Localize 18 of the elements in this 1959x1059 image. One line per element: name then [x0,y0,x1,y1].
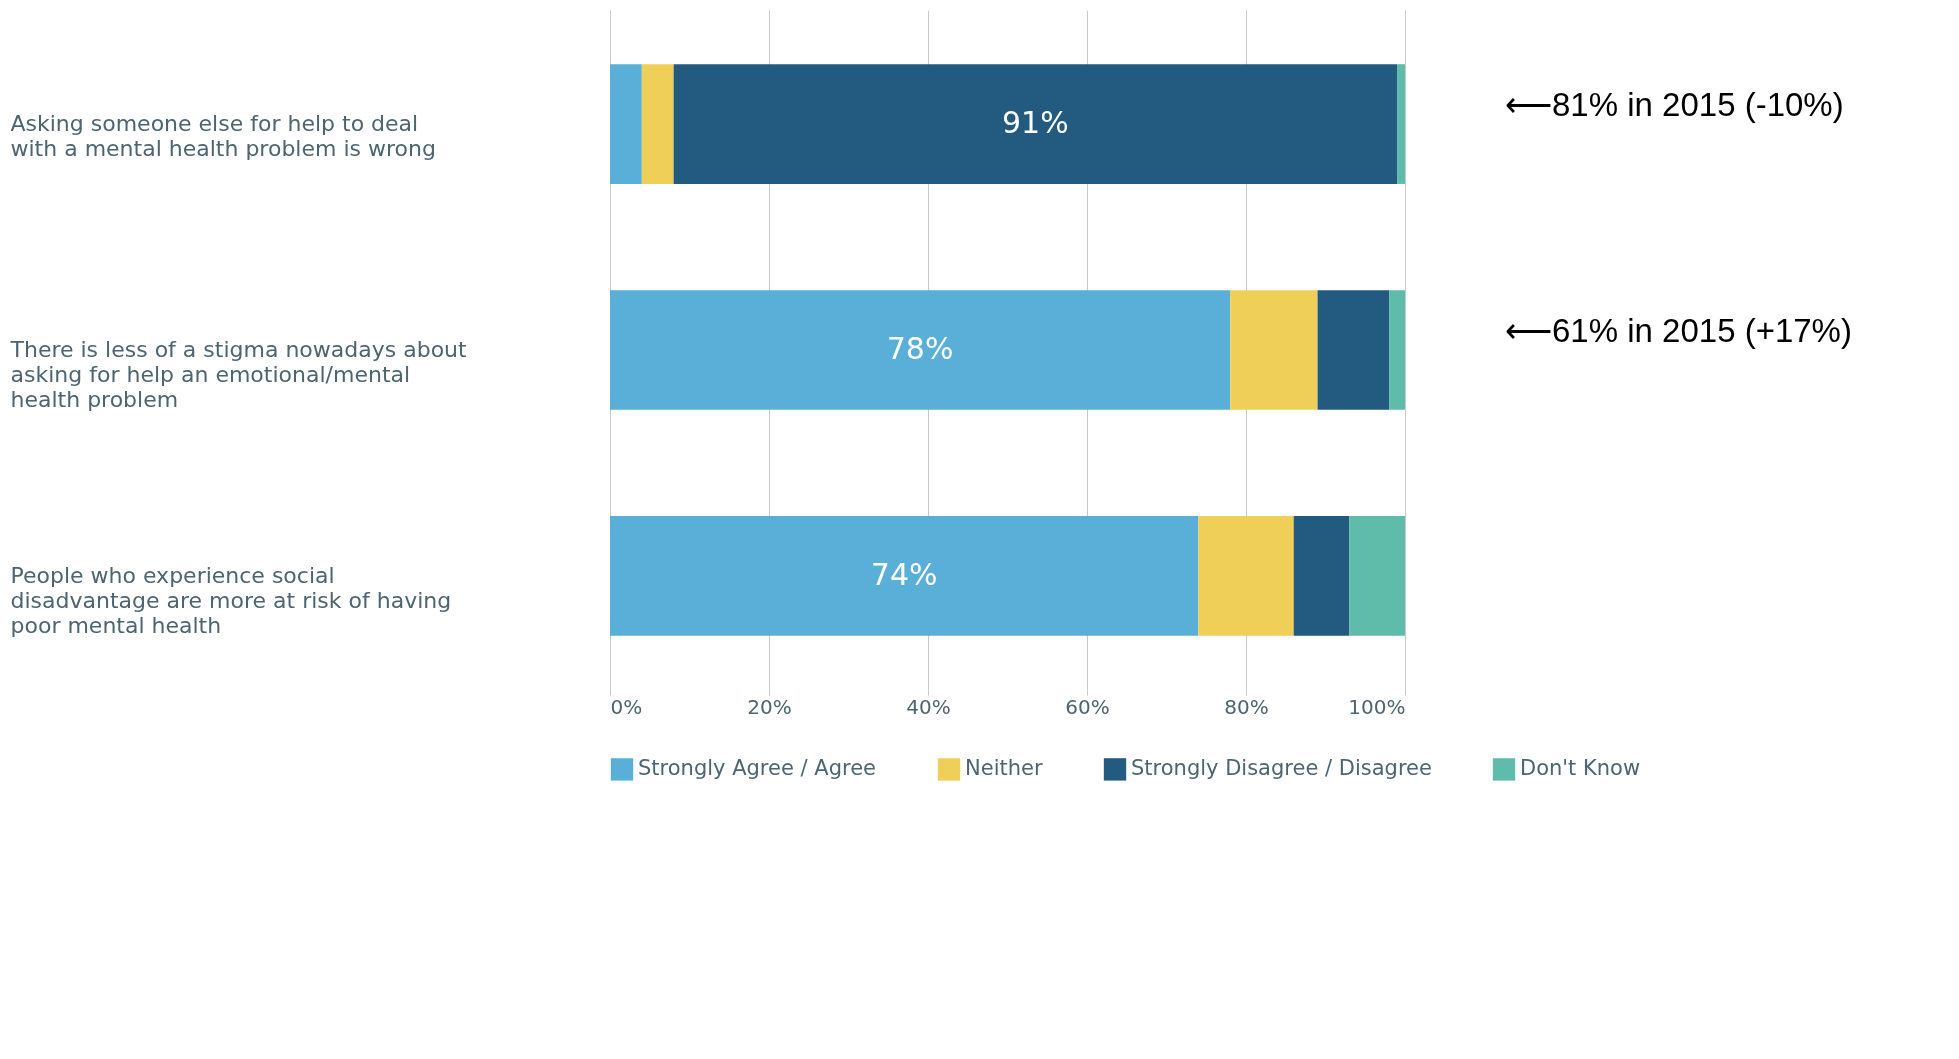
data-label: 91% [1001,105,1069,141]
x-tick-label: 20% [747,694,792,719]
x-tick-label: 80% [1224,694,1269,719]
x-tick-label: 0% [610,694,643,719]
legend-label: Don't Know [1520,756,1641,781]
legend-label: Strongly Agree / Agree [638,756,877,781]
legend-label: Strongly Disagree / Disagree [1131,756,1432,781]
x-tick-label: 40% [906,694,951,719]
x-tick-label: 60% [1065,694,1110,719]
y-tick-label: People who experience social disadvantage are more at risk of having poor mental health [10,562,452,638]
legend-label: Neither [965,756,1043,781]
data-label: 78% [886,331,954,366]
text: ⟵81% in 2015 (-10%) [1505,86,1844,124]
x-tick-label: 100% [1348,694,1406,719]
y-tick-label: There is less of a stigma nowadays about asking for help an emotional/mental health problem [9,337,468,412]
text: ⟵61% in 2015 (+17%) [1505,312,1852,349]
data-label: 74% [870,556,938,592]
y-tick-label: Asking someone else for help to deal with a mental health problem is wrong [10,111,436,162]
